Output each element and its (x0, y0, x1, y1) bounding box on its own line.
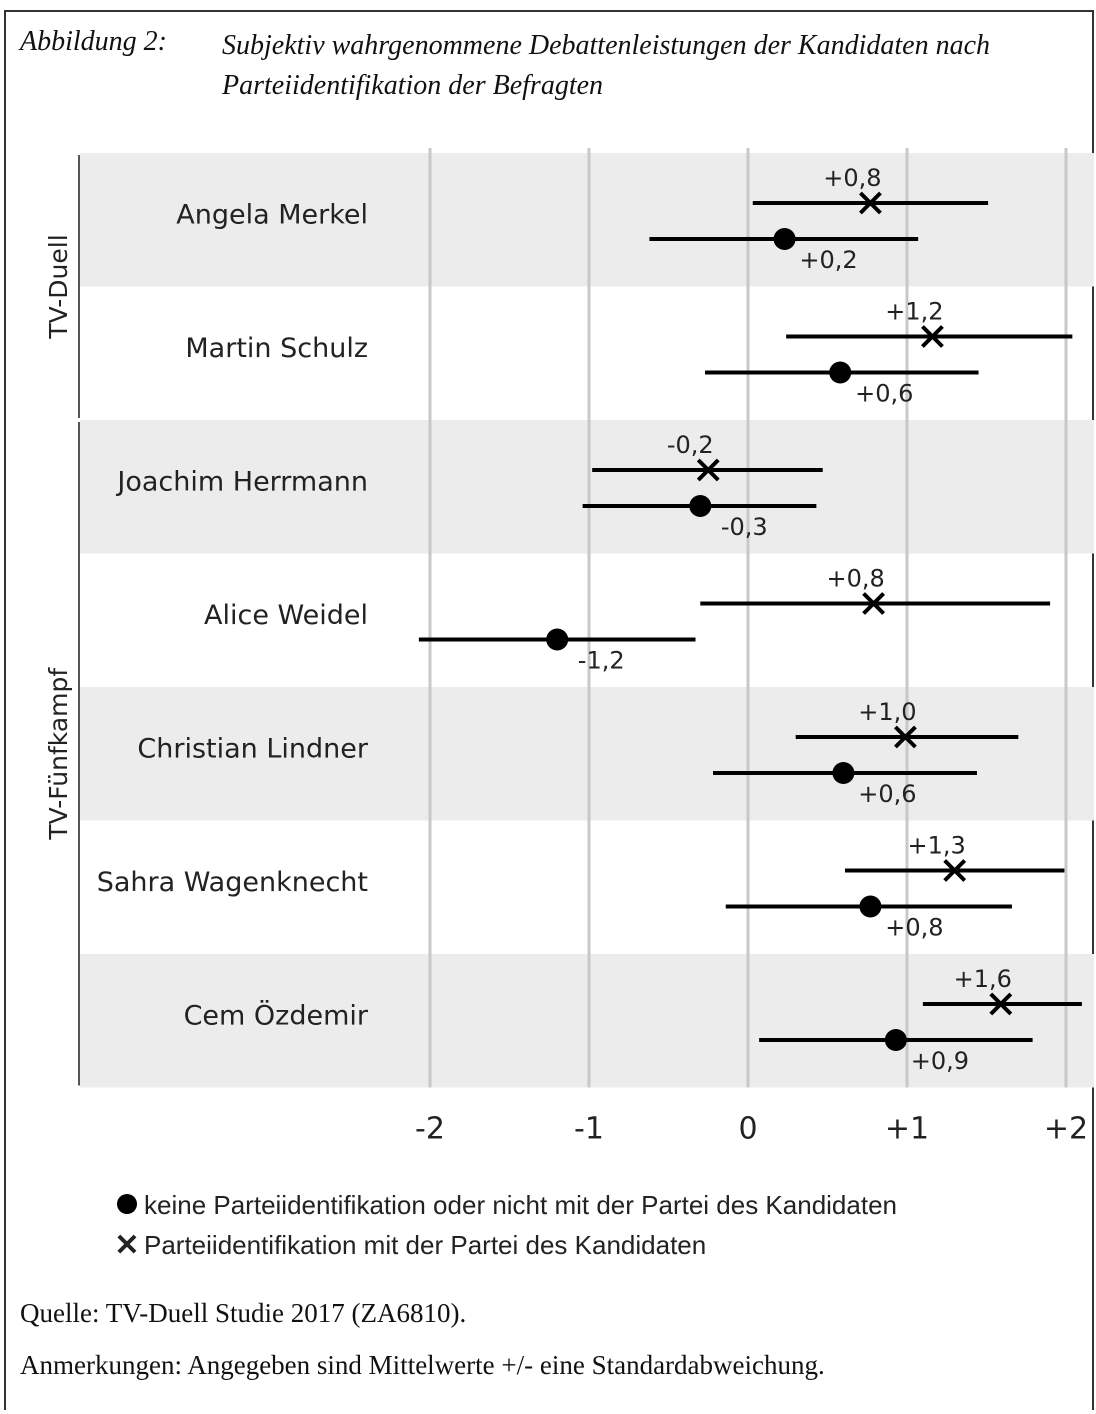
dot-marker (773, 228, 796, 250)
cross-icon: ✕ (114, 1228, 140, 1262)
dot-marker (829, 361, 852, 384)
remarks-note: Anmerkungen: Angegeben sind Mittelwerte … (20, 1350, 825, 1380)
data-label-dot: -1,2 (578, 647, 625, 675)
dot-marker (832, 762, 855, 784)
cross-marker (989, 992, 1013, 1016)
category-label: Joachim Herrmann (115, 466, 368, 497)
cross-marker (921, 325, 944, 348)
data-label-dot: +0,6 (855, 380, 913, 408)
row-band (80, 954, 1094, 1088)
x-tick-label: -2 (415, 1112, 445, 1147)
dot-plot-chart: TV-Duell TV-Fünfkampf Angela Merkel Martin … (44, 148, 1094, 1147)
figure-label: Abbildung 2: (20, 26, 167, 57)
category-label: Cem Özdemir (184, 999, 369, 1031)
cross-marker (943, 859, 967, 882)
cross-marker (893, 725, 917, 749)
x-tick-label: 0 (738, 1112, 757, 1147)
figure-title: Subjektiv wahrgenommene Debattenleistung… (222, 30, 991, 101)
data-label-dot: +0,8 (885, 914, 943, 942)
data-label-cross: +0,8 (823, 164, 881, 192)
row-band (80, 420, 1094, 554)
filled-dot-icon (110, 1190, 144, 1221)
group-label: TV-Duell (44, 234, 73, 339)
data-label-cross: +1,2 (885, 298, 943, 326)
data-label-dot: -0,3 (721, 513, 768, 541)
x-tick-label: -1 (574, 1112, 604, 1147)
row-band (80, 153, 1094, 287)
dot-marker (546, 628, 569, 651)
cross-marker (859, 191, 882, 215)
data-label-dot: +0,2 (799, 246, 857, 274)
dot-marker (884, 1029, 907, 1051)
cross-marker (862, 592, 886, 615)
data-label-cross: +0,8 (826, 565, 884, 593)
category-label: Angela Merkel (176, 199, 368, 230)
source-note: Quelle: TV-Duell Studie 2017 (ZA6810). (20, 1298, 467, 1328)
x-tick-label: +2 (1044, 1112, 1088, 1147)
row-band (80, 687, 1094, 821)
category-label: Sahra Wagenknecht (97, 867, 368, 898)
dot-marker (859, 895, 882, 918)
data-label-dot: +0,6 (858, 780, 916, 808)
category-label: Alice Weidel (204, 600, 368, 631)
x-tick-label: +1 (885, 1112, 929, 1147)
data-label-cross: +1,3 (908, 832, 966, 860)
category-label: Christian Lindner (137, 733, 368, 764)
category-label: Martin Schulz (185, 333, 368, 364)
legend-label-dot: keine Parteiidentifikation oder nicht mi… (144, 1190, 897, 1220)
dot-marker (689, 495, 712, 517)
data-label-cross: +1,0 (858, 698, 916, 726)
data-label-cross: -0,2 (667, 431, 714, 459)
group-label: TV-Fünfkampf (44, 667, 73, 841)
data-label-dot: +0,9 (911, 1047, 969, 1075)
legend-label-cross: Parteiidentifikation mit der Partei des … (144, 1230, 707, 1260)
data-label-cross: +1,6 (954, 965, 1012, 993)
legend-item-dot: keine Parteiidentifikation oder nicht mi… (110, 1190, 897, 1221)
legend-item-cross: ✕ Parteiidentifikation mit der Partei de… (110, 1230, 706, 1261)
cross-marker (696, 458, 720, 482)
